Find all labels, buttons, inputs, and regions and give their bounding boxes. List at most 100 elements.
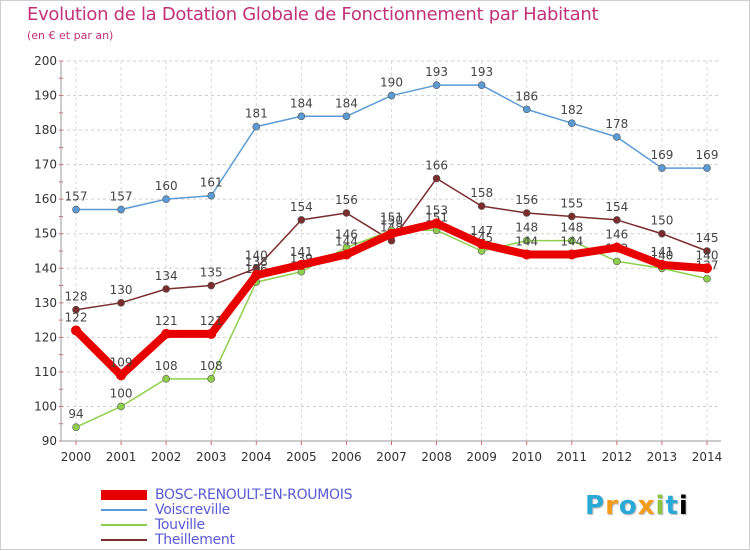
data-point: [297, 112, 306, 121]
y-tick-label: 110: [34, 365, 57, 379]
data-point: [703, 274, 711, 283]
data-label: 156: [335, 193, 358, 207]
data-label: 193: [470, 65, 493, 79]
data-label: 121: [155, 314, 178, 328]
data-label: 161: [200, 176, 223, 190]
data-label: 169: [696, 148, 719, 162]
data-label: 140: [696, 248, 719, 262]
data-label: 147: [470, 224, 493, 238]
data-point: [162, 375, 170, 383]
data-label: 148: [515, 221, 538, 235]
data-label: 108: [155, 359, 178, 373]
y-tick-label: 90: [42, 434, 57, 448]
legend-label: Voiscreville: [155, 501, 230, 518]
x-tick-label: 2006: [331, 450, 362, 464]
x-tick-label: 2007: [376, 450, 407, 464]
data-label: 140: [245, 248, 268, 262]
data-point: [207, 281, 216, 290]
x-tick-label: 2002: [151, 450, 182, 464]
data-point: [477, 202, 486, 210]
data-label: 121: [200, 314, 223, 328]
x-tick-label: 2009: [466, 450, 497, 464]
data-point: [566, 249, 577, 260]
data-label: 190: [380, 76, 403, 90]
y-tick-label: 120: [34, 330, 57, 344]
data-label: 100: [110, 386, 133, 400]
data-label: 155: [560, 196, 583, 210]
data-label: 160: [155, 179, 178, 193]
legend-item: Touville: [101, 517, 352, 533]
data-point: [207, 191, 216, 200]
x-tick-label: 2000: [61, 450, 92, 464]
data-point: [702, 263, 712, 274]
data-label: 169: [650, 148, 673, 162]
data-point: [477, 81, 486, 89]
data-label: 138: [245, 255, 268, 269]
data-point: [297, 216, 306, 224]
data-point: [162, 195, 170, 203]
data-point: [72, 305, 80, 314]
data-point: [206, 328, 217, 339]
data-label: 109: [110, 355, 133, 369]
data-point: [522, 209, 531, 217]
x-tick-label: 2011: [557, 450, 588, 464]
data-label: 144: [560, 234, 583, 248]
data-point: [613, 216, 621, 224]
data-point: [431, 218, 442, 229]
x-tick-label: 2003: [196, 450, 227, 464]
data-point: [296, 259, 307, 270]
legend-swatch-voiscreville: [101, 508, 147, 511]
y-tick-label: 140: [34, 261, 57, 275]
proxiti-logo: Proxiti: [585, 491, 689, 521]
data-label: 157: [110, 190, 133, 204]
x-tick-label: 2001: [106, 450, 137, 464]
legend-label: Theillement: [155, 531, 235, 548]
data-point: [342, 209, 351, 217]
data-point: [207, 375, 216, 383]
data-point: [658, 164, 666, 172]
y-tick-label: 170: [34, 158, 57, 172]
legend-item: BOSC-RENOULT-EN-ROUMOIS: [101, 486, 353, 503]
data-label: 166: [425, 158, 448, 172]
data-label: 156: [515, 193, 538, 207]
data-label: 178: [605, 117, 628, 131]
data-label: 108: [200, 359, 223, 373]
y-tick-label: 200: [34, 54, 57, 68]
x-tick-label: 2013: [647, 450, 678, 464]
data-point: [522, 236, 531, 245]
data-label: 141: [650, 245, 673, 259]
data-point: [251, 270, 262, 281]
data-point: [386, 228, 397, 239]
legend-label: BOSC-RENOULT-EN-ROUMOIS: [155, 486, 353, 503]
data-label: 144: [335, 234, 358, 248]
data-label: 145: [696, 231, 719, 245]
data-label: 154: [290, 200, 313, 214]
data-point: [71, 325, 81, 336]
data-point: [161, 328, 172, 339]
data-point: [521, 249, 532, 260]
data-label: 146: [605, 228, 628, 242]
y-tick-label: 150: [34, 227, 57, 241]
data-point: [116, 370, 127, 381]
data-label: 154: [605, 200, 628, 214]
data-label: 182: [560, 103, 583, 117]
x-tick-label: 2014: [692, 450, 723, 464]
x-tick-label: 2005: [286, 450, 317, 464]
data-label: 184: [290, 96, 313, 110]
x-tick-label: 2008: [421, 450, 452, 464]
data-point: [658, 229, 666, 238]
data-label: 130: [110, 283, 133, 297]
data-label: 122: [65, 310, 88, 324]
data-point: [613, 133, 621, 141]
data-point: [613, 257, 621, 266]
data-point: [342, 112, 351, 121]
data-point: [432, 174, 441, 183]
legend-item: Voiscreville: [101, 501, 352, 518]
data-label: 150: [380, 214, 403, 228]
data-label: 181: [245, 107, 268, 121]
x-tick-label: 2004: [241, 450, 272, 464]
data-point: [703, 164, 711, 172]
y-tick-label: 130: [34, 296, 57, 310]
